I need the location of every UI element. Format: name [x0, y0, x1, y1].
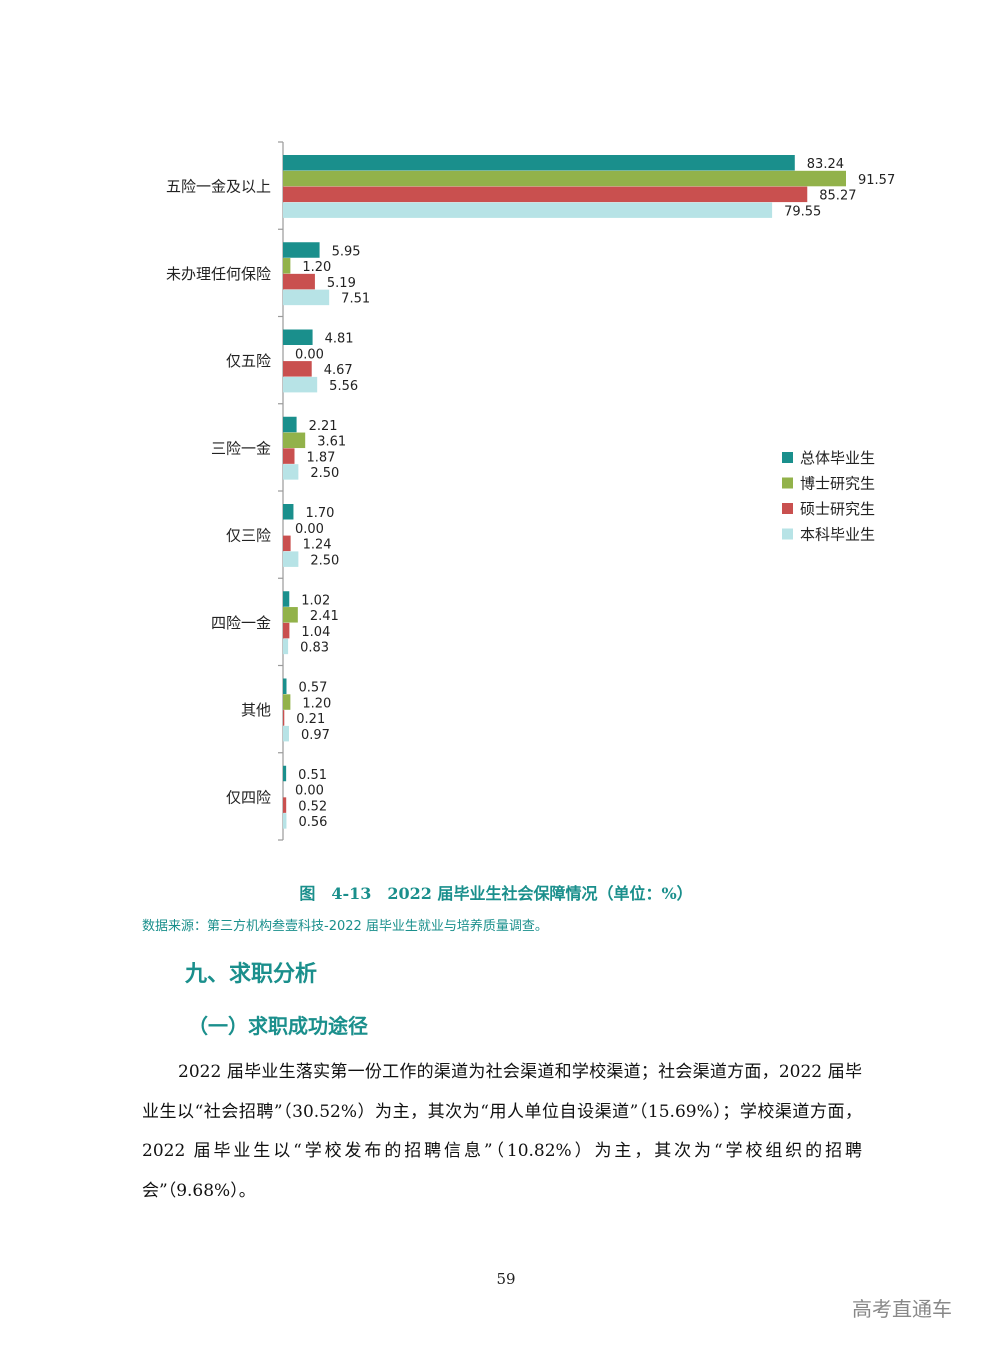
data-label: 83.24: [807, 157, 844, 172]
bar: [283, 607, 298, 623]
bar: [283, 170, 846, 187]
category-label: 三险一金: [211, 439, 271, 457]
bar: [283, 416, 297, 433]
category-label: 未办理任何保险: [166, 265, 271, 283]
bar: [283, 694, 291, 710]
category-label: 四险一金: [211, 614, 271, 632]
data-label: 0.00: [295, 784, 324, 799]
figure-caption: 图 4-13 2022 届毕业生社会保障情况（单位：%）: [299, 884, 693, 903]
data-label: 5.56: [329, 379, 358, 394]
bar: [283, 591, 290, 607]
bar: [283, 725, 289, 742]
data-label: 1.70: [305, 506, 334, 521]
data-label: 79.55: [784, 204, 821, 219]
data-label: 85.27: [819, 189, 856, 204]
bar: [283, 376, 318, 393]
bar: [283, 765, 287, 782]
subsection-heading: （一）求职成功途径: [188, 1014, 368, 1038]
data-label: 1.20: [302, 260, 331, 275]
bar: [283, 258, 291, 274]
data-label: 7.51: [341, 292, 370, 307]
bar: [283, 448, 295, 464]
category-label: 仅五险: [226, 352, 271, 370]
bar: [283, 535, 291, 552]
category-label: 五险一金及以上: [166, 178, 271, 196]
bar: [283, 273, 315, 290]
page-number: 59: [496, 1270, 516, 1288]
bar: [283, 813, 287, 829]
data-label: 0.00: [295, 522, 324, 537]
bar: [283, 329, 313, 345]
category-label: 仅四险: [226, 788, 271, 806]
data-label: 0.97: [301, 728, 330, 743]
bar: [283, 464, 299, 480]
body-paragraph: 2022 届毕业生落实第一份工作的渠道为社会渠道和学校渠道；社会渠道方面，202…: [142, 1062, 862, 1201]
data-label: 1.20: [302, 696, 331, 711]
bar: [283, 289, 330, 306]
category-label: 其他: [241, 701, 271, 719]
bar: [283, 202, 773, 218]
data-label: 2.50: [310, 553, 339, 568]
bar: [283, 710, 285, 726]
legend-swatch: [782, 477, 793, 489]
data-label: 0.83: [300, 641, 329, 656]
watermark: 高考直通车: [852, 1297, 952, 1321]
data-label: 0.52: [298, 799, 327, 814]
legend-swatch: [782, 528, 793, 540]
data-label: 5.95: [332, 244, 361, 259]
data-label: 5.19: [327, 276, 356, 291]
legend-label: 硕士研究生: [800, 500, 875, 518]
data-label: 91.57: [858, 173, 895, 188]
legend-label: 博士研究生: [800, 475, 875, 493]
bar: [283, 155, 795, 171]
category-label: 仅三险: [226, 527, 271, 545]
bar: [283, 242, 320, 258]
data-label: 0.57: [299, 681, 328, 696]
data-label: 0.51: [298, 768, 327, 783]
legend-label: 总体毕业生: [800, 449, 875, 467]
data-label: 3.61: [317, 435, 346, 450]
data-label: 2.50: [310, 466, 339, 481]
bar-chart: 五险一金及以上83.2491.5785.2779.55未办理任何保险5.951.…: [166, 141, 895, 841]
data-label: 0.56: [298, 815, 327, 830]
data-label: 2.41: [310, 609, 339, 624]
bar: [283, 638, 289, 655]
legend-swatch: [782, 503, 793, 514]
data-label: 1.02: [301, 593, 330, 608]
data-label: 2.21: [309, 419, 338, 434]
section-heading: 九、求职分析: [185, 962, 318, 987]
bar: [283, 186, 808, 203]
data-label: 4.67: [324, 363, 353, 378]
data-source-note: 数据来源：第三方机构叁壹科技-2022 届毕业生就业与培养质量调查。: [142, 919, 548, 934]
bar: [283, 504, 294, 520]
data-label: 4.81: [325, 332, 354, 347]
bar: [283, 551, 299, 567]
bar: [283, 432, 306, 449]
bar: [283, 797, 287, 813]
legend-label: 本科毕业生: [800, 526, 875, 544]
data-label: 0.21: [296, 712, 325, 727]
data-label: 1.24: [303, 538, 332, 553]
data-label: 1.87: [306, 450, 335, 465]
data-label: 0.00: [295, 347, 324, 362]
bar: [283, 678, 287, 694]
bar: [283, 361, 312, 377]
legend-swatch: [782, 452, 793, 463]
bar: [283, 622, 290, 639]
data-label: 1.04: [301, 625, 330, 640]
